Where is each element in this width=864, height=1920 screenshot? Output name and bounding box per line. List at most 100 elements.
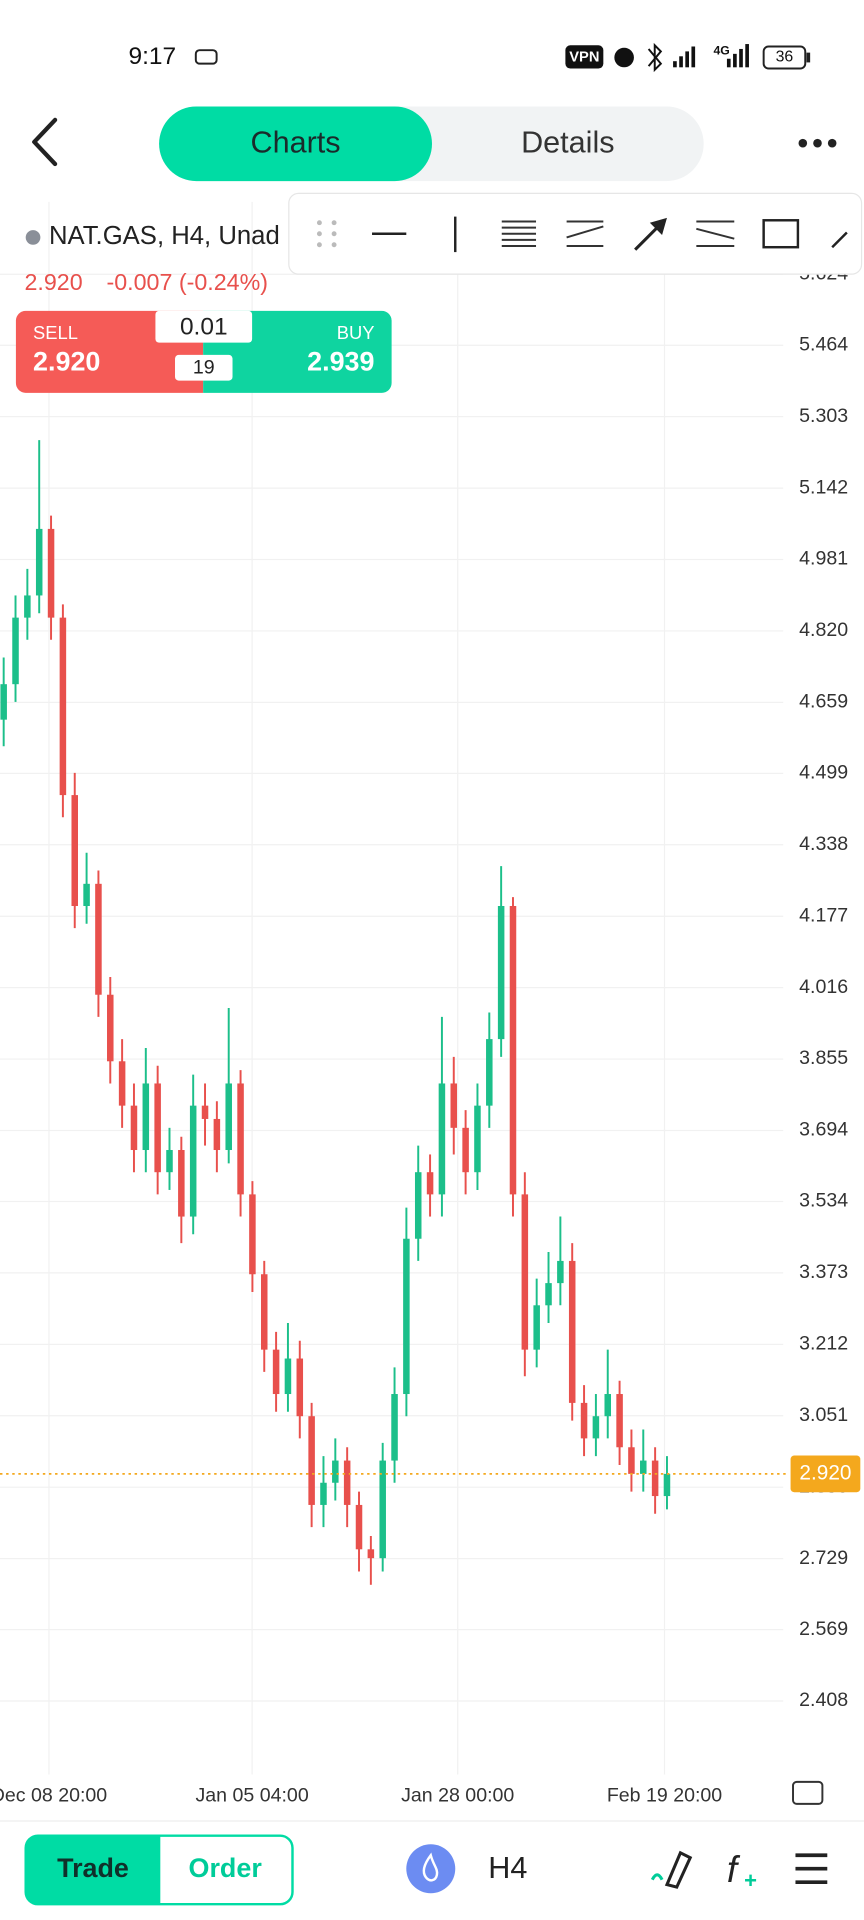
candle-body	[272, 1349, 280, 1395]
instrument-price: 2.920	[24, 269, 82, 295]
candle-body	[201, 1105, 209, 1119]
tool-rect[interactable]	[762, 219, 800, 249]
candle-body	[296, 1358, 304, 1417]
y-tick-label: 4.981	[799, 548, 848, 570]
status-bar	[0, 0, 864, 98]
trade-panel: SELL 2.920 BUY 2.939 0.01 19	[15, 310, 392, 393]
y-tick-label: 4.659	[799, 691, 848, 713]
spread: 19	[193, 357, 215, 379]
sell-label: SELL	[33, 322, 78, 343]
buy-label: BUY	[337, 322, 375, 343]
candle-body	[663, 1473, 671, 1497]
candle-body	[130, 1105, 138, 1151]
candle-body	[343, 1460, 351, 1505]
candle-body	[616, 1394, 623, 1448]
candle-body	[604, 1394, 612, 1417]
trade-label[interactable]: Trade	[57, 1853, 129, 1883]
function-plus: +	[744, 1868, 757, 1893]
instrument-name: NAT.GAS, H4, Unad	[49, 222, 280, 250]
y-tick-label: 2.569	[799, 1618, 848, 1640]
y-tick-label: 2.729	[799, 1547, 848, 1569]
tab-details[interactable]: Details	[521, 125, 614, 159]
candle-body	[640, 1460, 647, 1474]
y-tick-label: 2.408	[799, 1689, 848, 1711]
status-icon	[194, 49, 218, 65]
tool-more[interactable]	[831, 231, 848, 249]
chart-settings-icon[interactable]	[792, 1780, 824, 1805]
battery-icon	[762, 45, 807, 70]
candle-body	[284, 1358, 292, 1395]
vpn-label: VPN	[569, 49, 599, 65]
timeframe[interactable]: H4	[488, 1851, 527, 1885]
tool-channel[interactable]	[566, 220, 604, 247]
tab-active[interactable]	[159, 106, 432, 182]
candle-body	[332, 1460, 339, 1483]
y-tick-label: 3.212	[799, 1333, 848, 1355]
drag-handle[interactable]	[316, 220, 337, 248]
last-price-label: 2.920	[799, 1461, 851, 1484]
y-tick-label: 3.051	[799, 1404, 848, 1426]
candle-body	[379, 1460, 386, 1559]
trade-tab[interactable]	[25, 1835, 161, 1905]
tool-fib[interactable]	[501, 220, 537, 247]
candle-body	[545, 1283, 552, 1306]
y-tick-label: 3.694	[799, 1119, 848, 1141]
back-button[interactable]	[32, 117, 58, 167]
candle-body	[568, 1260, 576, 1403]
last-price-badge	[790, 1455, 861, 1493]
candle-body	[533, 1305, 540, 1350]
candle-body	[462, 1127, 469, 1173]
x-tick-label: Jan 05 04:00	[195, 1785, 308, 1807]
network-icon: 4G	[713, 44, 729, 58]
tool-arrow[interactable]	[634, 217, 667, 251]
candle-body	[474, 1105, 481, 1173]
candle-body	[225, 1083, 232, 1151]
volume[interactable]: 0.01	[180, 313, 228, 340]
candle-body	[438, 1083, 446, 1195]
y-tick-label: 4.820	[799, 619, 848, 641]
y-tick-label: 4.499	[799, 762, 848, 784]
tab-charts[interactable]: Charts	[251, 125, 341, 159]
candle-body	[260, 1274, 268, 1350]
tool-pitchfork[interactable]	[696, 220, 735, 247]
candle-body	[118, 1061, 126, 1106]
candle-body	[308, 1416, 315, 1505]
candle-body	[521, 1194, 529, 1350]
candle-body	[47, 528, 55, 618]
y-tick-label: 5.303	[799, 405, 848, 427]
candle-body	[651, 1460, 659, 1497]
y-tick-label: 5.464	[799, 333, 848, 355]
candle-body	[213, 1118, 221, 1151]
draw-tool-button[interactable]	[650, 1850, 693, 1889]
more-button[interactable]	[798, 138, 837, 148]
candle-body	[628, 1447, 635, 1474]
candle-body	[189, 1105, 197, 1217]
candle-body	[355, 1504, 363, 1550]
x-tick-label: Feb 19 20:00	[607, 1785, 722, 1807]
indicator-icon[interactable]	[406, 1844, 456, 1894]
candle-body	[166, 1150, 173, 1173]
order-label[interactable]: Order	[189, 1853, 263, 1883]
candle-body	[426, 1172, 434, 1195]
candle-body	[83, 883, 90, 907]
chart: 5.6245.4645.3035.1424.9814.8204.6594.499…	[0, 201, 861, 1807]
battery-level: 36	[776, 49, 794, 66]
buy-price: 2.939	[307, 347, 374, 377]
y-tick-label: 3.373	[799, 1261, 848, 1283]
candle-body	[249, 1194, 256, 1275]
vpn-badge	[565, 45, 604, 69]
candle-body	[450, 1083, 458, 1128]
candle-body	[592, 1416, 600, 1439]
menu-button[interactable]	[795, 1853, 828, 1885]
y-tick-label: 3.855	[799, 1047, 848, 1069]
candle-body	[12, 617, 19, 685]
candle-body	[557, 1260, 564, 1284]
sell-price: 2.920	[33, 347, 100, 377]
candle-body	[0, 684, 7, 720]
candle-body	[486, 1039, 493, 1106]
candle-body	[71, 795, 78, 907]
candle-body	[237, 1083, 244, 1195]
volume-box[interactable]	[155, 310, 253, 343]
